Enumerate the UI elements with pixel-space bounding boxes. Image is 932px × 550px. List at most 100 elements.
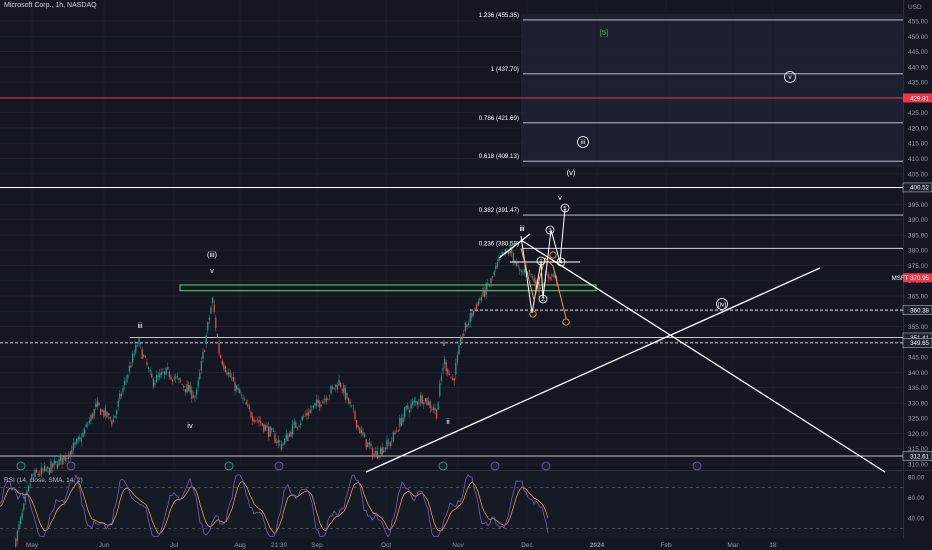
candle-body	[527, 272, 529, 274]
candle-body	[88, 420, 91, 424]
candle-body	[484, 290, 486, 298]
candle-body	[61, 457, 63, 465]
price-unit-label: USD	[908, 4, 922, 11]
candle-body	[23, 503, 25, 510]
candle-body	[423, 402, 425, 404]
candle-body	[92, 413, 94, 419]
candle-body	[346, 392, 348, 399]
candle-body	[485, 283, 487, 295]
candle-body	[367, 442, 369, 448]
wave-marker-label: v	[788, 74, 792, 81]
price-badge	[903, 273, 932, 283]
wave-marker-label: 3	[548, 228, 551, 234]
wave-label: [5]	[600, 28, 608, 37]
alt-wave-marker	[562, 318, 570, 326]
candle-body	[34, 469, 36, 477]
candle-body	[204, 350, 206, 353]
candle-body	[456, 355, 459, 363]
candle-body	[512, 253, 515, 262]
price-badge-label: MSFT 370.95	[892, 275, 930, 282]
candle-body	[218, 343, 220, 354]
candle-body	[213, 304, 215, 312]
event-marker	[16, 461, 26, 471]
candle-body	[405, 405, 407, 409]
candle-body	[482, 288, 484, 297]
price-tick-label: 315.00	[908, 446, 928, 453]
candle-body	[319, 401, 321, 408]
candle-body	[87, 425, 89, 426]
candle-body	[122, 388, 124, 393]
candle-body	[520, 270, 523, 272]
candle-body	[173, 377, 175, 379]
price-tick-label: 335.00	[908, 385, 928, 392]
candle-body	[277, 439, 279, 444]
wave-label: v	[558, 193, 562, 202]
candle-body	[138, 338, 140, 344]
price-tick-label: 385.00	[908, 232, 928, 239]
candle-body	[52, 463, 54, 468]
candle-body	[333, 388, 335, 389]
candle-body	[47, 466, 49, 469]
candle-body	[144, 356, 147, 358]
candle-body	[104, 407, 107, 416]
rising-trendline	[365, 267, 821, 473]
candle-body	[117, 400, 119, 407]
rsi-tick-label: 40.00	[908, 516, 925, 523]
wave-marker-label: 1	[539, 259, 542, 265]
wave-marker-label: iii	[581, 139, 585, 146]
candle-body	[16, 531, 19, 541]
falling-trendline	[520, 239, 886, 473]
candle-body	[320, 404, 323, 406]
alt-wave-path	[520, 247, 567, 319]
fib-level-label: 1 (437.70)	[491, 66, 519, 73]
wave-marker-label: 5	[563, 206, 566, 212]
candle-body	[532, 276, 534, 278]
candle-body	[159, 373, 161, 378]
candle-body	[340, 382, 342, 388]
candle-body	[80, 438, 83, 442]
candle-body	[276, 441, 278, 443]
candle-body	[400, 418, 403, 426]
event-marker	[274, 461, 284, 471]
candle-body	[228, 372, 230, 375]
wave-label: iii	[138, 321, 143, 330]
candle-body	[64, 454, 67, 461]
candle-body	[216, 334, 219, 338]
wave-label: (iv)	[717, 302, 726, 309]
price-badge-label: 400.52	[910, 185, 929, 192]
candle-body	[208, 317, 211, 321]
wave-label: (iii)	[207, 250, 217, 259]
fib-level-label: 0.236 (380.58)	[479, 240, 519, 247]
candle-body	[200, 360, 203, 371]
candle-body	[271, 428, 273, 431]
event-marker	[66, 461, 76, 471]
candle-body	[488, 285, 491, 287]
candle-body	[149, 369, 151, 372]
candle-body	[124, 380, 126, 385]
candle-body	[292, 424, 294, 435]
candle-body	[392, 431, 395, 441]
candle-body	[199, 372, 201, 380]
candle-body	[109, 417, 111, 419]
time-tick-label: 18	[769, 542, 777, 549]
candle-body	[524, 269, 526, 272]
candle-body	[175, 376, 177, 379]
candle-body	[492, 276, 494, 277]
candle-body	[288, 433, 291, 437]
candle-body	[431, 409, 433, 410]
candle-body	[535, 280, 537, 289]
price-tick-label: 395.00	[908, 202, 928, 209]
candle-body	[360, 429, 363, 434]
candle-body	[439, 383, 441, 396]
candle-body	[335, 384, 337, 387]
candle-body	[32, 474, 35, 476]
alt-wave-marker	[549, 251, 557, 259]
candle-body	[127, 375, 129, 379]
candle-body	[461, 336, 463, 340]
symbol-title: Microsoft Corp., 1h, NASDAQ	[4, 2, 97, 9]
candle-body	[436, 409, 438, 419]
time-tick-label: Feb	[660, 542, 672, 549]
candle-body	[76, 439, 78, 444]
price-badge	[903, 93, 932, 103]
